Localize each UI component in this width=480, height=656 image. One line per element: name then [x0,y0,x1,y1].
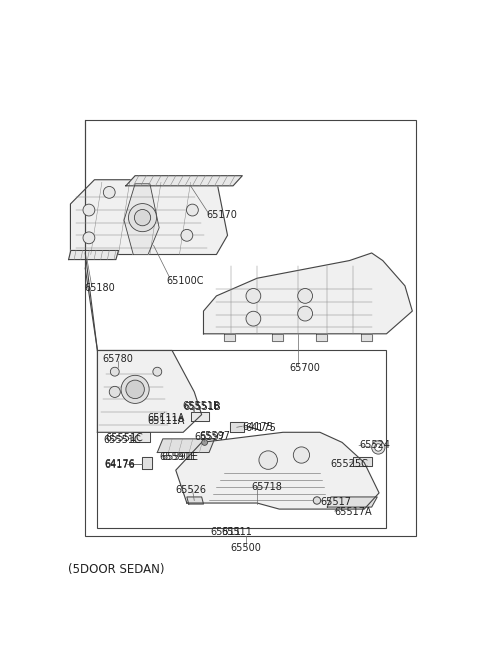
Circle shape [83,204,95,216]
Circle shape [121,375,149,403]
Circle shape [293,447,310,463]
Polygon shape [126,176,242,186]
Text: 65551C: 65551C [106,434,144,443]
Polygon shape [316,334,327,341]
Circle shape [153,367,162,376]
Polygon shape [191,412,209,421]
Circle shape [202,440,207,445]
Text: 65517A: 65517A [335,507,372,517]
Polygon shape [204,253,412,334]
Text: 65591E: 65591E [159,451,196,462]
Text: 65526: 65526 [176,485,207,495]
Text: 64175: 64175 [245,423,276,433]
Text: 65100C: 65100C [167,276,204,286]
Text: 64175: 64175 [242,422,273,432]
Bar [85,120,416,536]
Text: 65170: 65170 [206,210,237,220]
Polygon shape [157,439,215,453]
Text: 64176: 64176 [105,459,135,468]
Text: 65597: 65597 [199,432,230,441]
Circle shape [246,289,261,303]
Polygon shape [360,334,372,341]
Text: 65525C: 65525C [330,459,368,468]
Polygon shape [124,184,159,255]
Circle shape [298,289,312,303]
Polygon shape [230,422,244,432]
Circle shape [129,203,156,232]
Circle shape [187,204,198,216]
Text: 65517: 65517 [320,497,351,507]
Text: 65111A: 65111A [147,413,185,423]
Text: 65551B: 65551B [182,401,220,411]
Polygon shape [327,497,377,507]
Polygon shape [142,457,152,468]
Text: (5DOOR SEDAN): (5DOOR SEDAN) [68,564,164,576]
Text: 65551B: 65551B [183,402,221,412]
Circle shape [134,209,151,226]
Circle shape [181,230,193,241]
Polygon shape [353,457,372,466]
Polygon shape [69,251,119,260]
Circle shape [259,451,277,469]
Text: 64176: 64176 [105,460,135,470]
Polygon shape [272,334,283,341]
Text: 65180: 65180 [84,283,115,293]
Polygon shape [133,432,150,442]
Circle shape [313,497,321,504]
Polygon shape [71,180,228,255]
Text: 65111A: 65111A [147,416,185,426]
Text: 65700: 65700 [289,363,321,373]
Polygon shape [224,334,235,341]
Bar [97,350,386,528]
Text: 65597: 65597 [194,432,225,442]
Text: 65511: 65511 [221,527,252,537]
Polygon shape [97,350,202,432]
Text: 65591E: 65591E [162,451,199,462]
Circle shape [109,386,120,398]
Circle shape [298,306,312,321]
Circle shape [372,441,385,454]
Text: 65551C: 65551C [103,435,141,445]
Circle shape [103,186,115,198]
Polygon shape [176,432,379,509]
Circle shape [246,311,261,326]
Polygon shape [187,497,204,504]
Circle shape [374,443,382,451]
Circle shape [83,232,95,244]
Circle shape [110,367,119,376]
Text: 65524: 65524 [360,440,391,450]
Text: 65511: 65511 [210,527,241,537]
Text: 65500: 65500 [230,543,262,554]
Text: 65780: 65780 [103,354,133,364]
Circle shape [126,380,144,399]
Text: 65718: 65718 [252,482,282,492]
